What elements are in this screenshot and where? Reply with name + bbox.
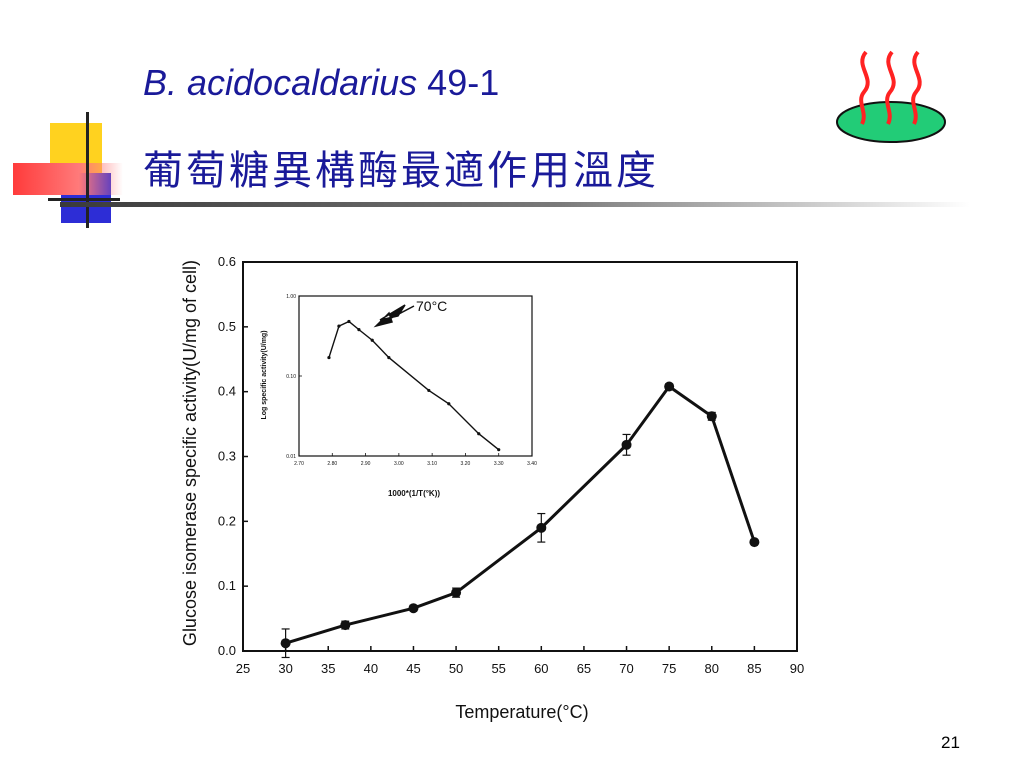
inset-data-point [337,324,341,328]
x-tick-label: 35 [321,661,335,676]
x-tick-label: 60 [534,661,548,676]
inset-plot-frame [298,295,533,457]
data-point [408,603,419,614]
inset-x-tick-label: 3.20 [461,461,471,467]
x-tick-label: 65 [577,661,591,676]
decor-vertical-line [86,112,89,228]
x-tick-label: 70 [619,661,633,676]
inset-x-tick-label: 2.90 [361,461,371,467]
page-title: B. acidocaldarius 49-1 [143,62,499,104]
inset-data-point [477,432,481,436]
data-point [621,439,632,450]
data-point [664,381,675,392]
data-point [340,620,351,631]
inset-x-tick-label: 2.70 [294,461,304,467]
inset-x-axis-title: 1000*(1/T(°K)) [388,489,440,498]
inset-x-tick-label: 3.00 [394,461,404,467]
x-tick-label: 30 [278,661,292,676]
y-tick-label: 0.4 [218,384,236,399]
inset-data-point [427,388,431,393]
inset-series-line [328,320,500,451]
decor-red-bar [13,163,123,195]
inset-data-point [387,355,391,360]
page-subtitle: 葡萄糖異構酶最適作用溫度 [143,148,659,194]
inset-data-point [327,355,331,360]
inset-y-tick-label: 0.01 [286,454,296,460]
x-tick-label: 90 [790,661,804,676]
slide-number: 21 [941,733,960,752]
decor-horizontal-line [48,198,120,201]
x-tick-label: 50 [449,661,463,676]
inset-data-point [497,448,501,452]
y-tick-label: 0.3 [218,449,236,464]
x-tick-label: 45 [406,661,420,676]
title-species: B. acidocaldarius [143,62,418,103]
y-tick-label: 0.5 [218,319,236,334]
inset-y-tick-label: 0.10 [286,374,296,380]
x-tick-label: 55 [491,661,505,676]
data-point [706,411,717,422]
steam-line-3 [911,50,922,125]
x-axis-title: Temperature(°C) [455,702,588,722]
title-strain: 49-1 [427,62,500,103]
x-tick-label: 25 [236,661,250,676]
data-point [536,522,547,533]
inset-data-point [447,402,451,406]
y-tick-label: 0.6 [218,254,236,269]
data-point [749,537,760,548]
inset-x-tick-label: 2.80 [327,461,337,467]
inset-x-tick-label: 3.10 [427,461,437,467]
inset-y-tick-label: 1.00 [286,294,296,300]
inset-data-point [357,328,361,332]
y-tick-label: 0.0 [218,643,236,658]
y-tick-label: 0.2 [218,513,236,528]
inset-y-axis-title: Log specific activity(U/mg) [261,330,268,419]
data-point [280,638,291,649]
inset-x-tick-label: 3.30 [494,461,504,467]
y-tick-label: 0.1 [218,578,236,593]
inset-data-point [347,319,351,324]
inset-annotation-arrow [373,304,415,328]
steam-line-2 [885,50,896,125]
y-axis-title: Glucose isomerase specific activity(U/mg… [180,260,200,646]
inset-data-point [370,338,374,342]
inset-annotation-label: 70°C [416,298,447,314]
steam-line-1 [859,50,870,125]
title-underline [60,202,970,207]
inset-x-tick-label: 3.40 [527,461,537,467]
x-tick-label: 75 [662,661,676,676]
x-tick-label: 85 [747,661,761,676]
x-tick-label: 80 [705,661,719,676]
x-tick-label: 40 [364,661,378,676]
steaming-plate-icon [836,50,946,143]
data-point [451,587,462,598]
